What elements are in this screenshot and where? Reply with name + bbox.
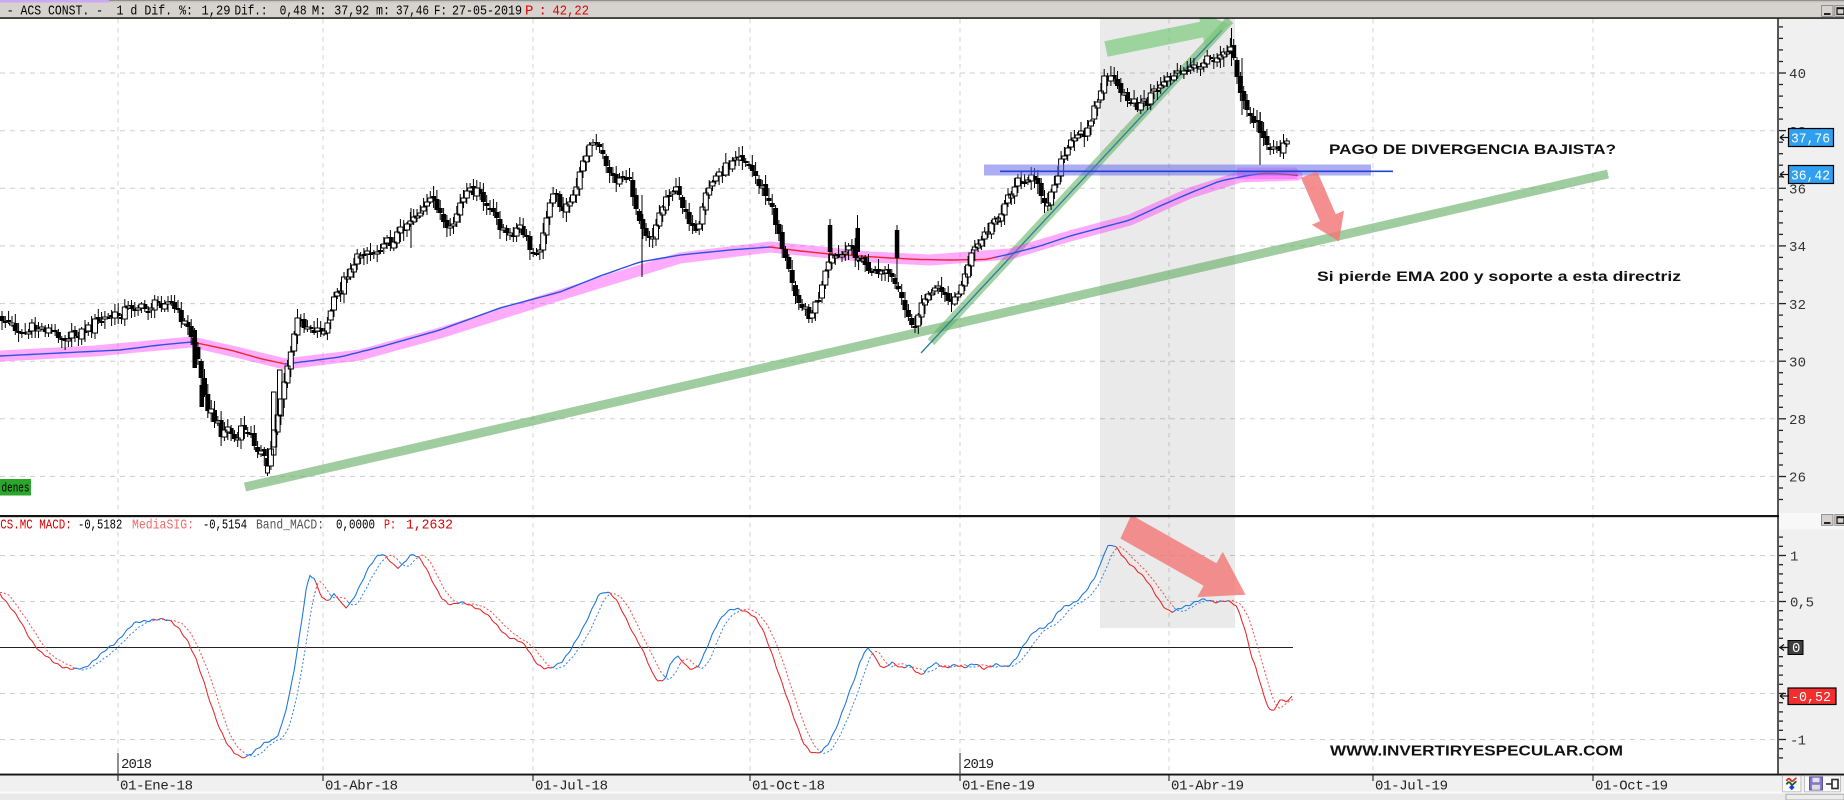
svg-text:01-Abr-18: 01-Abr-18	[325, 779, 398, 795]
svg-text:2018: 2018	[121, 757, 152, 773]
svg-text:01-Jul-19: 01-Jul-19	[1375, 779, 1448, 795]
svg-text:01-Ene-19: 01-Ene-19	[962, 779, 1035, 795]
svg-text:-0,52: -0,52	[1791, 690, 1831, 706]
svg-text:WWW.INVERTIRYESPECULAR.COM: WWW.INVERTIRYESPECULAR.COM	[1330, 743, 1623, 760]
svg-text:30: 30	[1789, 355, 1806, 371]
svg-text:- ACS CONST. -1 d Dif. %:1,29D: - ACS CONST. -1 d Dif. %: 1,29 Dif.: 0,48 M:…	[7, 4, 589, 20]
svg-text:0,5: 0,5	[1790, 596, 1814, 612]
svg-text:1: 1	[1790, 550, 1798, 566]
svg-text:-1: -1	[1790, 734, 1806, 750]
svg-text:01-Jul-18: 01-Jul-18	[535, 779, 608, 795]
svg-text:32: 32	[1789, 298, 1806, 314]
svg-text:40: 40	[1789, 67, 1806, 83]
svg-text:26: 26	[1789, 471, 1806, 487]
svg-text:34: 34	[1789, 240, 1806, 256]
svg-text:01-Abr-19: 01-Abr-19	[1171, 779, 1244, 795]
svg-text:36,42: 36,42	[1791, 169, 1830, 185]
svg-text:0: 0	[1792, 641, 1800, 657]
svg-text:01-Ene-18: 01-Ene-18	[120, 779, 193, 795]
svg-text:2019: 2019	[963, 757, 994, 773]
svg-text:37,76: 37,76	[1791, 132, 1830, 148]
svg-text:denes: denes	[2, 481, 30, 496]
svg-text:01-Oct-19: 01-Oct-19	[1595, 779, 1668, 795]
svg-text:28: 28	[1789, 413, 1806, 429]
svg-text:Si pierde EMA 200 y soporte a: Si pierde EMA 200 y soporte a esta direc…	[1317, 268, 1681, 284]
svg-text:01-Oct-18: 01-Oct-18	[752, 779, 825, 795]
svg-text:PAGO DE DIVERGENCIA BAJISTA?: PAGO DE DIVERGENCIA BAJISTA?	[1329, 141, 1616, 157]
svg-text:36: 36	[1789, 183, 1806, 199]
